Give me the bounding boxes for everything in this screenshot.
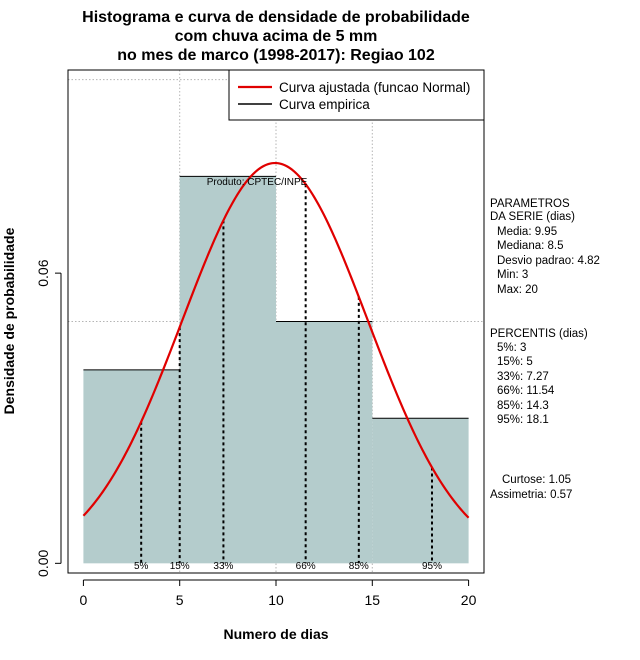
histogram-bars [83,175,469,564]
x-tick-label-0: 0 [80,592,88,608]
param-desvio: Desvio padrao: 4.82 [497,255,600,267]
percentil-95: 95%: 18.1 [497,414,549,426]
params-heading-line-1: PARAMETROS [490,198,570,210]
axes: 0 5 10 15 20 0.00 0.06 [35,259,477,608]
percentile-label-2: 33% [213,561,233,572]
percentile-label-4: 85% [349,561,369,572]
x-tick-label-2: 10 [268,592,284,608]
x-axis-title: Numero de dias [223,626,328,642]
assimetria: Assimetria: 0.57 [490,489,572,501]
curtose: Curtose: 1.05 [502,474,571,486]
param-mediana: Mediana: 8.5 [497,240,564,252]
histogram-bar-0 [83,369,180,564]
percentile-label-1: 15% [170,561,190,572]
y-tick-label-0: 0.00 [35,549,51,576]
percentil-85: 85%: 14.3 [497,400,549,412]
side-panel: PARAMETROS DA SERIE (dias) Media: 9.95 M… [490,198,600,501]
params-heading-line-2: DA SERIE (dias) [490,211,575,223]
histogram-bar-2 [276,321,373,564]
histogram-bar-3 [372,418,469,564]
legend-box [228,69,485,121]
normal-curve-line [82,161,470,519]
percentil-33: 33%: 7.27 [497,371,549,383]
chart-title-line-1: Histograma e curva de densidade de proba… [82,9,470,26]
percentis-heading: PERCENTIS (dias) [490,328,588,340]
legend-label-empirical: Curva empirica [279,97,370,112]
x-tick-label-1: 5 [176,592,184,608]
percentil-15: 15%: 5 [497,356,533,368]
percentile-label-0: 5% [134,561,149,572]
normal-curve [82,161,470,519]
chart-title-line-3: no mes de marco (1998-2017): Regiao 102 [117,47,435,64]
percentil-5: 5%: 3 [497,342,526,354]
legend: Curva ajustada (funcao Normal) Curva emp… [228,69,485,121]
percentile-label-5: 95% [422,561,442,572]
histogram-bar-1 [179,176,276,564]
legend-label-normal: Curva ajustada (funcao Normal) [279,80,470,95]
product-annotation: Produto: CPTEC/INPE [207,177,308,188]
x-tick-label-4: 20 [461,592,477,608]
y-axis-title: Densidade de probabilidade [1,227,17,414]
param-min: Min: 3 [497,269,528,281]
x-tick-label-3: 15 [365,592,381,608]
param-media: Media: 9.95 [497,226,557,238]
param-max: Max: 20 [497,284,538,296]
y-tick-label-1: 0.06 [35,259,51,286]
percentil-66: 66%: 11.54 [497,385,555,397]
percentile-lines: 5% 15% 33% 66% 85% 95% [134,184,442,572]
chart-title-line-2: com chuva acima de 5 mm [175,28,378,45]
percentile-label-3: 66% [296,561,316,572]
